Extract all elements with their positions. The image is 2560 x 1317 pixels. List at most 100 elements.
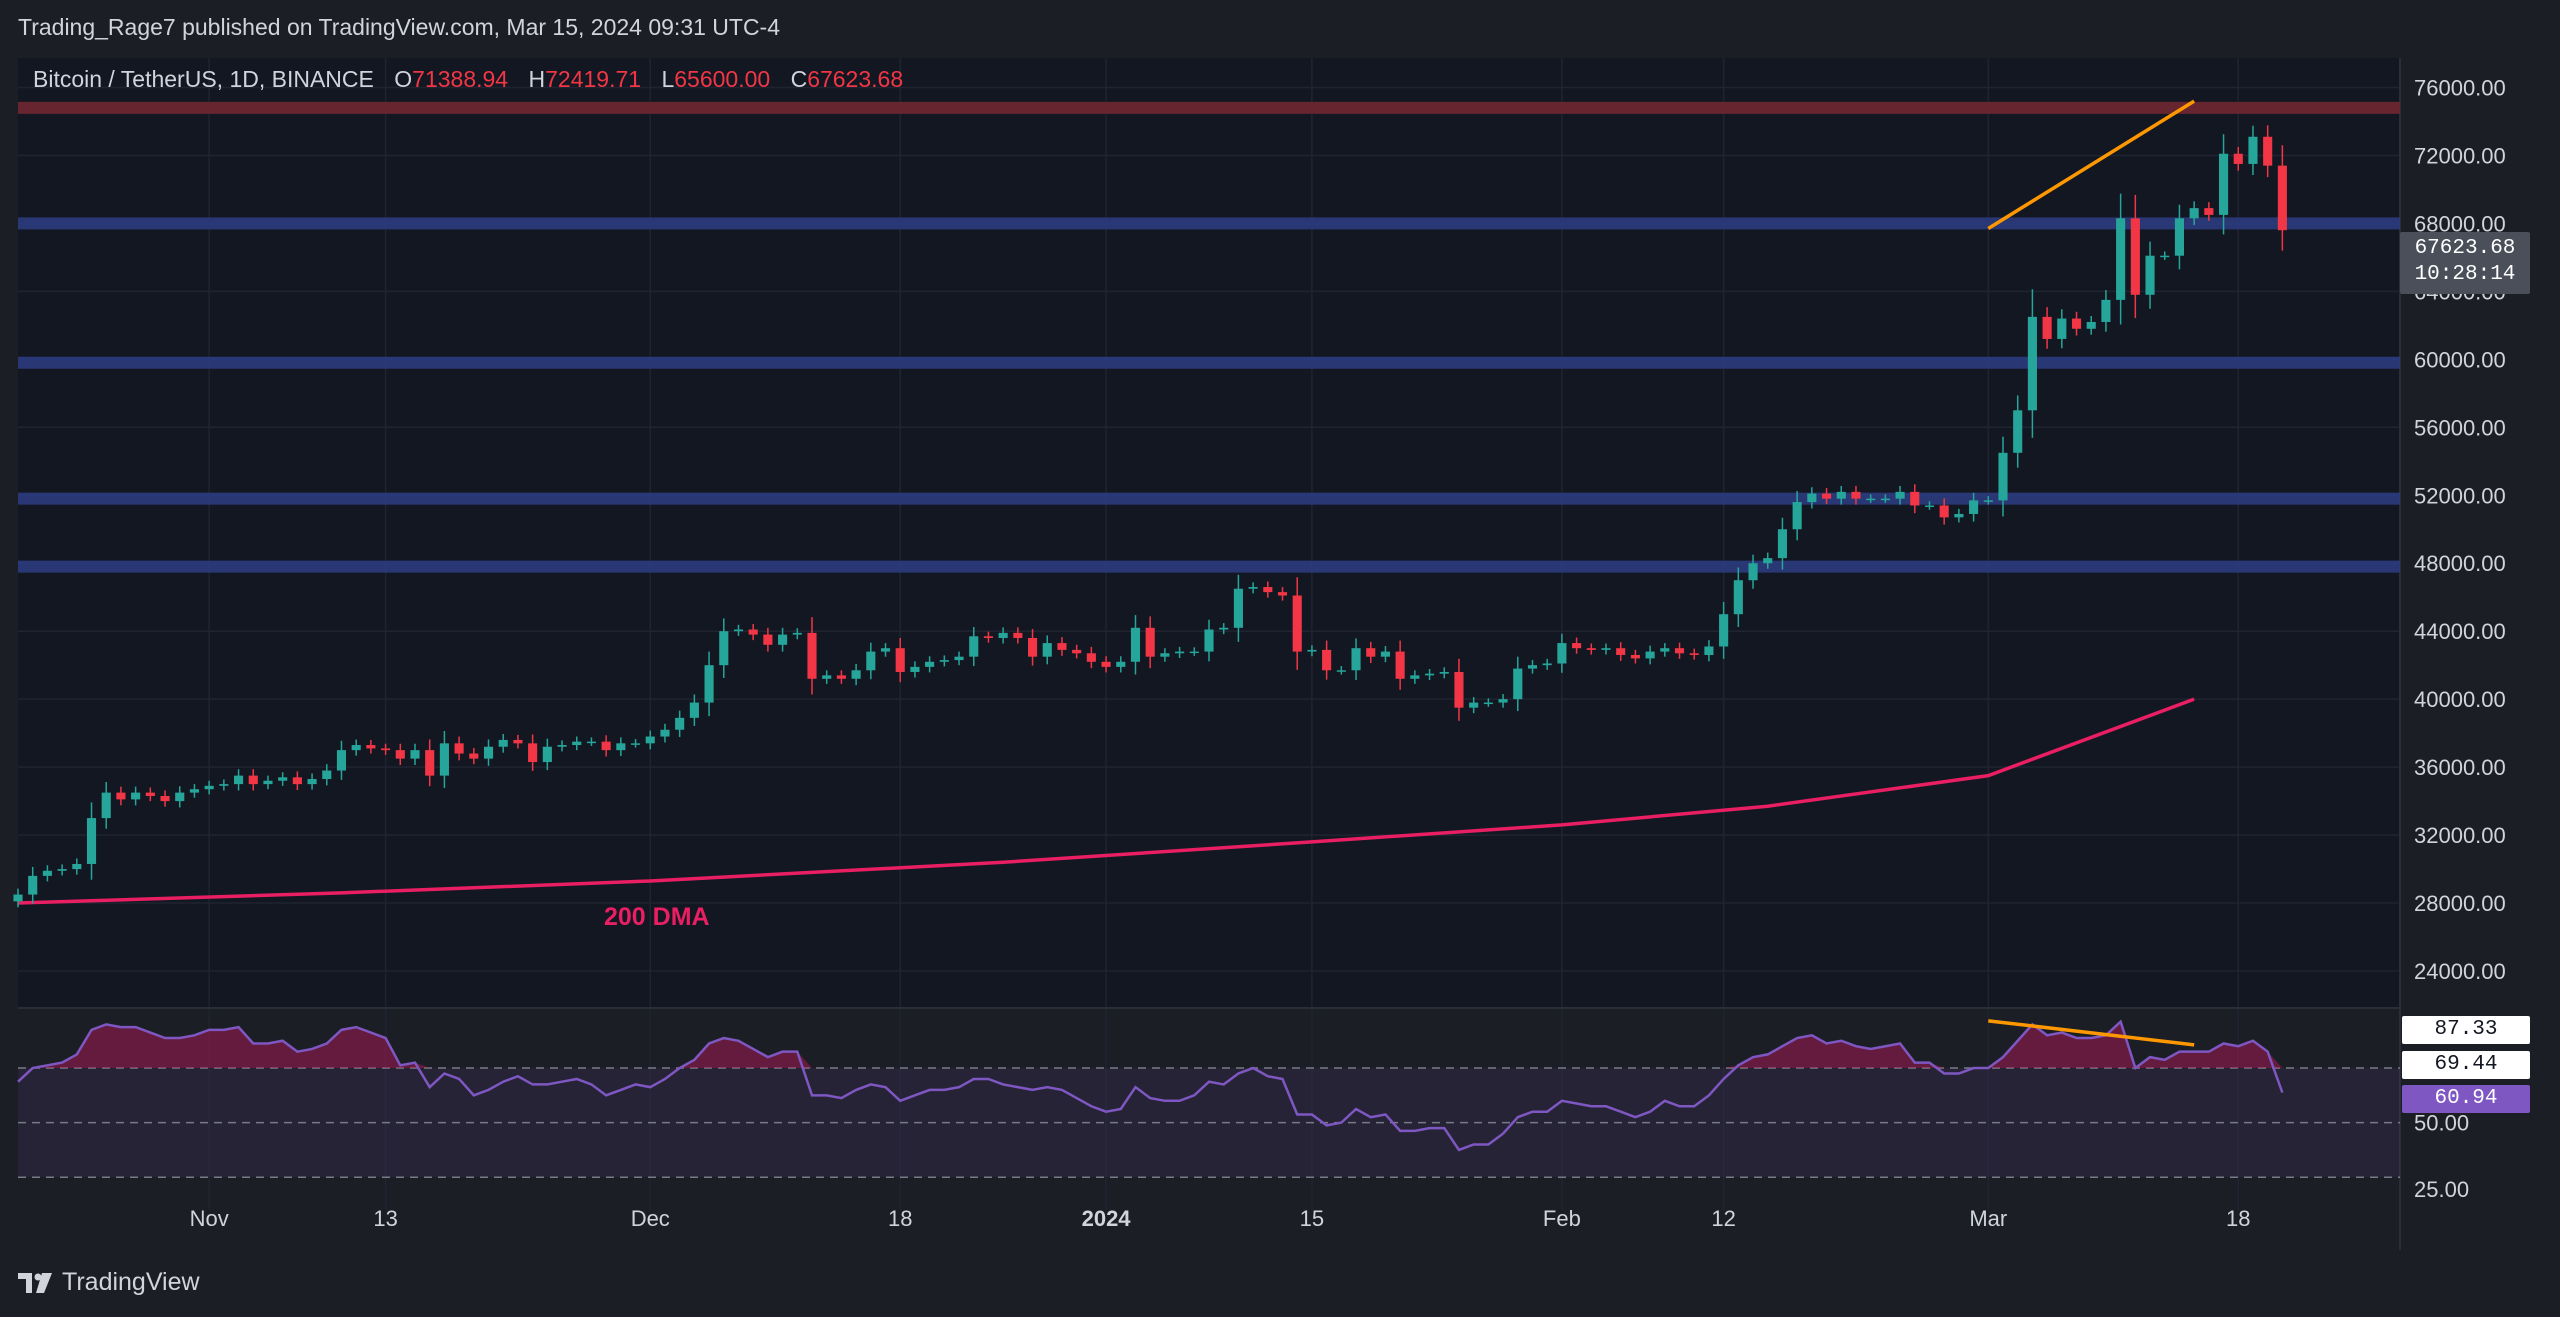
candle-body	[836, 675, 846, 679]
candle	[866, 642, 876, 680]
candle	[586, 737, 597, 746]
candle-body	[1586, 648, 1596, 650]
candle-body	[1998, 452, 2008, 501]
footer-brand[interactable]: TradingView	[18, 1268, 200, 1297]
candle-body	[2027, 316, 2037, 411]
candle-body	[1821, 493, 1832, 499]
candle	[1910, 484, 1920, 514]
candle	[528, 734, 538, 771]
candle	[204, 780, 214, 795]
candle-body	[28, 875, 38, 895]
candle	[145, 787, 155, 802]
candle-body	[513, 739, 523, 744]
candle	[2204, 202, 2214, 221]
candle-body	[1175, 651, 1185, 654]
candle-body	[660, 729, 670, 737]
candle-body	[322, 770, 332, 780]
candle	[1130, 615, 1141, 675]
candle-body	[2101, 299, 2111, 322]
candle	[1410, 670, 1420, 684]
x-axis-tick: 15	[1300, 1206, 1324, 1231]
candle	[1307, 645, 1317, 657]
candle	[1027, 629, 1038, 666]
candle-body	[1101, 661, 1111, 667]
candle	[1469, 697, 1479, 714]
candle-body	[1836, 491, 1846, 499]
x-axis-tick: Dec	[631, 1206, 670, 1231]
candle	[778, 627, 788, 652]
candle-body	[1807, 493, 1817, 503]
candle	[1439, 667, 1449, 679]
candle	[57, 864, 67, 876]
candle	[219, 779, 229, 791]
candle-body	[1263, 587, 1273, 593]
candle	[366, 739, 376, 754]
candle	[248, 769, 258, 791]
candle-body	[601, 741, 611, 751]
candle	[1851, 485, 1861, 505]
open-value: 71388.94	[412, 66, 509, 92]
candle	[1674, 642, 1685, 659]
candle	[1424, 669, 1435, 681]
candle-body	[13, 894, 23, 902]
candle-body	[1145, 627, 1155, 657]
candle	[2101, 290, 2111, 332]
candle-body	[616, 743, 626, 751]
candle-body	[1969, 500, 1979, 514]
candle	[807, 617, 817, 695]
candle	[1616, 642, 1626, 661]
candle	[1013, 627, 1023, 644]
candle-body	[1763, 558, 1773, 564]
candle	[1366, 641, 1376, 664]
candle-body	[1866, 498, 1876, 501]
candle-body	[925, 661, 935, 667]
candle	[983, 631, 994, 643]
candle	[131, 786, 141, 806]
candle	[1557, 633, 1567, 673]
candle-body	[483, 746, 494, 759]
candle-body	[1719, 614, 1729, 647]
candle	[175, 786, 185, 808]
candle	[689, 694, 699, 726]
candle	[336, 740, 347, 780]
candle-body	[2204, 208, 2214, 215]
candle-body	[1983, 500, 1993, 502]
candle	[513, 734, 523, 749]
candle-body	[1322, 649, 1332, 671]
candle	[483, 739, 494, 766]
candle-body	[1277, 592, 1288, 596]
price-axis-tick: 24000.00	[2414, 959, 2506, 984]
candle	[1954, 508, 1964, 523]
candle-body	[895, 648, 905, 672]
candle	[42, 865, 52, 882]
candle-body	[233, 775, 244, 785]
candle-body	[86, 818, 97, 864]
candle-body	[1498, 699, 1508, 703]
candle-body	[2160, 255, 2170, 258]
candle-body	[1248, 587, 1258, 589]
candle-body	[719, 631, 729, 666]
last-price-tag: 67623.68 10:28:14	[2400, 232, 2530, 294]
candle-body	[1924, 505, 1935, 507]
candle-body	[763, 634, 773, 645]
candle-body	[792, 632, 802, 635]
candle	[1160, 648, 1170, 662]
candle	[2189, 201, 2199, 226]
candle	[395, 743, 405, 766]
candle	[1498, 694, 1508, 708]
low-label: L	[661, 66, 675, 92]
candle	[351, 739, 361, 756]
candle	[675, 710, 685, 737]
price-axis-tick: 60000.00	[2414, 347, 2506, 372]
price-axis-tick: 28000.00	[2414, 891, 2506, 916]
candle-body	[1542, 663, 1552, 666]
candle-body	[866, 651, 876, 671]
candle-body	[248, 775, 258, 785]
candle-body	[1851, 491, 1861, 499]
candle-body	[880, 648, 891, 652]
close-label: C	[790, 66, 808, 92]
candle-countdown: 10:28:14	[2414, 263, 2516, 286]
candle-body	[160, 796, 170, 802]
candle	[292, 771, 302, 791]
